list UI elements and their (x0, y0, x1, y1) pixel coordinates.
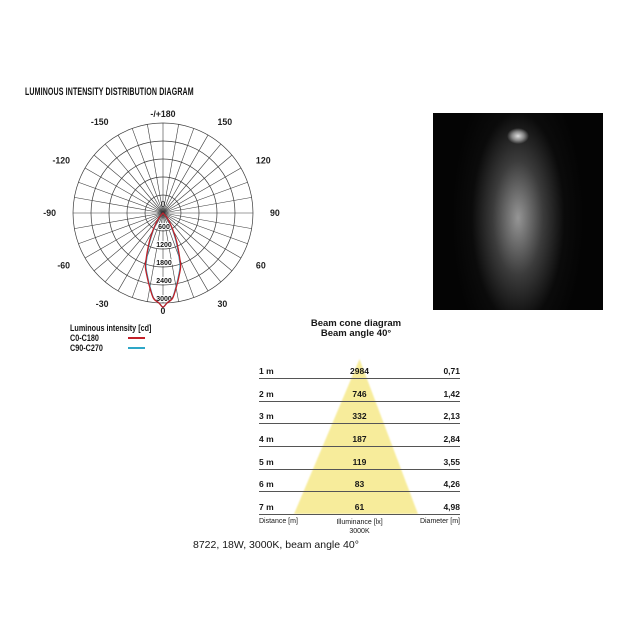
svg-text:90: 90 (270, 208, 280, 218)
svg-text:-/+180: -/+180 (150, 109, 175, 119)
svg-text:150: 150 (218, 117, 233, 127)
svg-text:-90: -90 (43, 208, 56, 218)
svg-text:1200: 1200 (156, 242, 172, 249)
svg-text:60: 60 (256, 261, 266, 271)
svg-text:1800: 1800 (156, 260, 172, 267)
svg-text:-120: -120 (52, 156, 70, 166)
svg-text:-150: -150 (91, 117, 109, 127)
svg-text:30: 30 (218, 299, 228, 309)
svg-text:0: 0 (161, 200, 166, 209)
svg-text:-30: -30 (96, 299, 109, 309)
svg-text:2400: 2400 (156, 278, 172, 285)
svg-text:600: 600 (158, 224, 170, 231)
svg-text:-60: -60 (57, 261, 70, 271)
svg-text:120: 120 (256, 156, 271, 166)
